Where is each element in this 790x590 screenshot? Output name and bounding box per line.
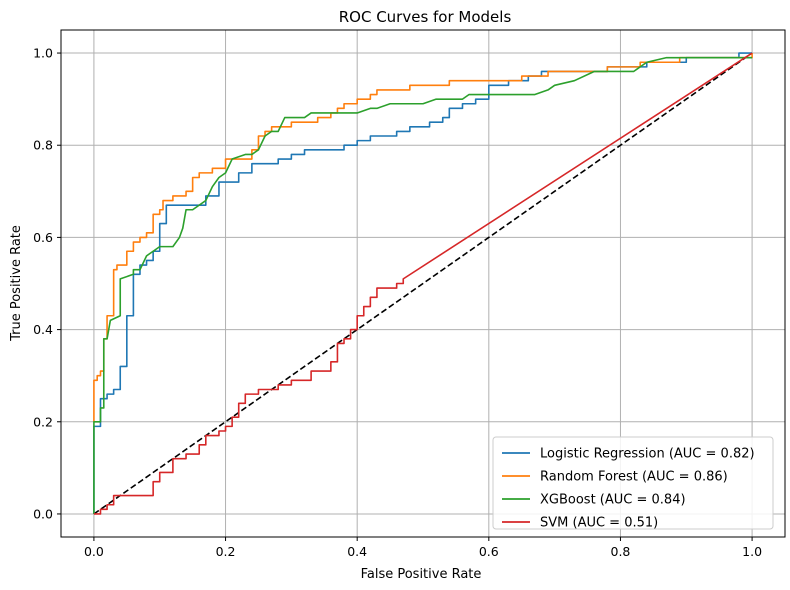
legend-label-0: Logistic Regression (AUC = 0.82) bbox=[540, 447, 755, 462]
legend-label-1: Random Forest (AUC = 0.86) bbox=[540, 470, 728, 485]
x-tick-label-5: 1.0 bbox=[742, 544, 762, 559]
legend-label-3: SVM (AUC = 0.51) bbox=[540, 516, 658, 531]
y-axis-title: True Positive Rate bbox=[9, 225, 24, 342]
y-tick-label-0: 0.0 bbox=[33, 506, 53, 521]
plot-frame bbox=[60, 29, 786, 538]
x-tick-label-1: 0.2 bbox=[216, 544, 236, 559]
legend-items: Logistic Regression (AUC = 0.82) Random F… bbox=[502, 447, 755, 531]
y-tick-label-2: 0.4 bbox=[33, 322, 53, 337]
y-tick-label-3: 0.6 bbox=[33, 230, 53, 245]
legend-box bbox=[492, 436, 774, 530]
y-tick-label-5: 1.0 bbox=[33, 46, 53, 61]
chart-title: ROC Curves for Models bbox=[339, 8, 512, 26]
tick-layer: 0.0 0.2 0.4 0.6 0.8 1.0 0.0 0.2 0.4 0.6 0.8 1.0 bbox=[33, 46, 762, 559]
grid-layer bbox=[61, 30, 785, 537]
series-line-3 bbox=[93, 52, 753, 515]
series-layer bbox=[93, 52, 753, 515]
y-tick-label-4: 0.8 bbox=[33, 138, 53, 153]
series-line-2 bbox=[93, 56, 753, 514]
y-tick-label-1: 0.2 bbox=[33, 414, 53, 429]
x-axis-title: False Positive Rate bbox=[361, 567, 482, 582]
chance-diagonal-line bbox=[93, 52, 753, 515]
x-tick-label-3: 0.6 bbox=[479, 544, 499, 559]
x-tick-label-4: 0.8 bbox=[611, 544, 631, 559]
legend: Logistic Regression (AUC = 0.82) Random F… bbox=[492, 436, 774, 531]
x-tick-label-0: 0.0 bbox=[84, 544, 104, 559]
legend-label-2: XGBoost (AUC = 0.84) bbox=[540, 493, 686, 508]
series-line-0 bbox=[93, 52, 753, 514]
x-tick-label-2: 0.4 bbox=[347, 544, 367, 559]
